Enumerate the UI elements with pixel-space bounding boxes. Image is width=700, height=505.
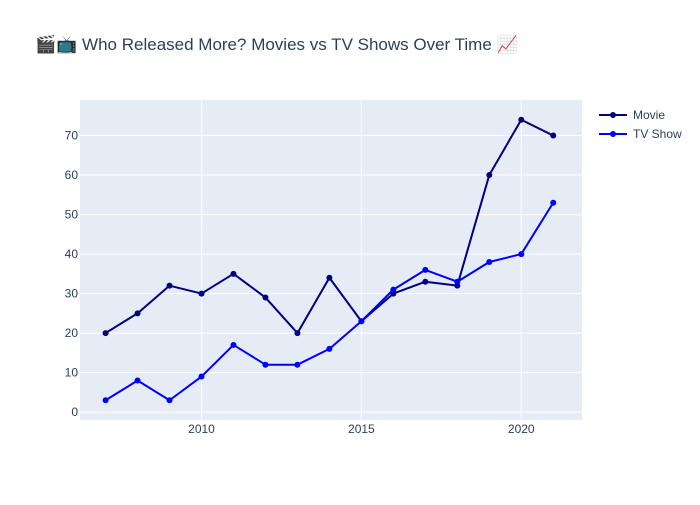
- data-point-tv-show[interactable]: [102, 397, 109, 404]
- data-point-tv-show[interactable]: [166, 397, 173, 404]
- grid-lines: [80, 100, 582, 420]
- data-point-movie[interactable]: [262, 294, 269, 301]
- data-point-tv-show[interactable]: [390, 286, 397, 293]
- data-point-movie[interactable]: [294, 330, 301, 337]
- data-point-movie[interactable]: [198, 290, 205, 297]
- data-point-movie[interactable]: [326, 274, 333, 281]
- y-tick-label: 0: [71, 405, 78, 419]
- data-point-tv-show[interactable]: [422, 266, 429, 273]
- series-tv-show: [102, 199, 557, 404]
- x-tick-label: 2020: [508, 422, 535, 436]
- series-movie: [102, 116, 557, 337]
- y-tick-label: 70: [65, 129, 79, 143]
- legend-label: TV Show: [633, 127, 682, 141]
- data-point-movie[interactable]: [518, 116, 525, 123]
- y-tick-label: 60: [65, 168, 79, 182]
- data-point-tv-show[interactable]: [454, 278, 461, 285]
- data-point-tv-show[interactable]: [518, 251, 525, 258]
- y-tick-label: 50: [65, 208, 79, 222]
- plot-area: [80, 100, 582, 420]
- data-point-tv-show[interactable]: [358, 318, 365, 325]
- y-tick-label: 20: [65, 326, 79, 340]
- data-point-movie[interactable]: [550, 132, 557, 139]
- data-point-tv-show[interactable]: [326, 345, 333, 352]
- data-point-movie[interactable]: [166, 282, 173, 289]
- x-tick-label: 2015: [348, 422, 375, 436]
- data-point-tv-show[interactable]: [230, 341, 237, 348]
- data-point-movie[interactable]: [102, 330, 109, 337]
- data-point-tv-show[interactable]: [294, 361, 301, 368]
- y-tick-label: 40: [65, 247, 79, 261]
- tick-labels: 0 10 20 30 40 50 60 70 2010 2015 2020: [65, 129, 535, 436]
- data-point-tv-show[interactable]: [550, 199, 557, 206]
- chart-title: 🎬📺 Who Released More? Movies vs TV Shows…: [35, 34, 518, 54]
- data-point-tv-show[interactable]: [486, 258, 493, 265]
- data-point-movie[interactable]: [486, 172, 493, 179]
- data-point-movie[interactable]: [422, 278, 429, 285]
- x-tick-label: 2010: [188, 422, 215, 436]
- y-tick-label: 30: [65, 287, 79, 301]
- legend-item-movie[interactable]: Movie: [599, 108, 665, 122]
- legend-swatch-marker: [610, 112, 616, 118]
- data-point-movie[interactable]: [134, 310, 141, 317]
- legend-label: Movie: [633, 108, 665, 122]
- legend-swatch-marker: [610, 131, 616, 137]
- legend-item-tv-show[interactable]: TV Show: [599, 127, 682, 141]
- data-point-movie[interactable]: [230, 270, 237, 277]
- data-point-tv-show[interactable]: [198, 373, 205, 380]
- series-layer: [102, 116, 557, 404]
- data-point-tv-show[interactable]: [134, 377, 141, 384]
- legend[interactable]: Movie TV Show: [599, 108, 682, 141]
- y-tick-label: 10: [65, 366, 79, 380]
- data-point-tv-show[interactable]: [262, 361, 269, 368]
